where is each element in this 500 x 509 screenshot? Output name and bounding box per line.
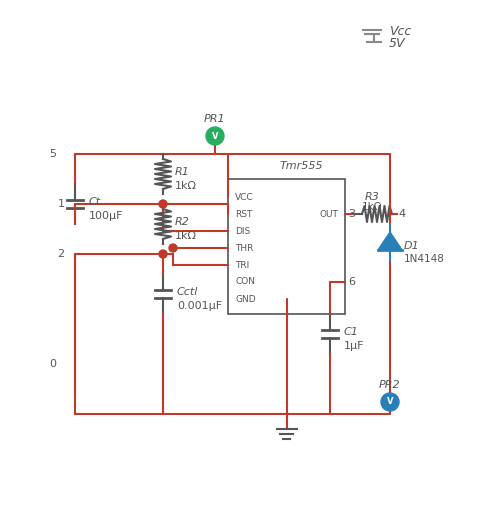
Text: CON: CON bbox=[235, 277, 255, 287]
Text: GND: GND bbox=[235, 295, 256, 303]
Text: DIS: DIS bbox=[235, 227, 250, 236]
Text: 1μF: 1μF bbox=[344, 341, 364, 351]
Circle shape bbox=[159, 200, 167, 208]
Text: 1N4148: 1N4148 bbox=[404, 254, 445, 264]
Text: 2: 2 bbox=[58, 249, 64, 259]
Text: D1: D1 bbox=[404, 241, 420, 251]
Text: PR1: PR1 bbox=[204, 114, 226, 124]
Text: V: V bbox=[387, 398, 393, 407]
Text: 5V: 5V bbox=[389, 37, 406, 49]
Text: 1: 1 bbox=[58, 199, 64, 209]
Text: VCC: VCC bbox=[235, 192, 254, 202]
Text: 1kΩ: 1kΩ bbox=[175, 231, 197, 241]
Text: 3: 3 bbox=[348, 209, 355, 219]
Circle shape bbox=[206, 127, 224, 145]
Text: 1kΩ: 1kΩ bbox=[175, 181, 197, 191]
Text: R3: R3 bbox=[364, 192, 380, 202]
Text: 0: 0 bbox=[50, 359, 56, 369]
Circle shape bbox=[169, 244, 177, 252]
Text: Ct: Ct bbox=[89, 197, 101, 207]
Text: 4: 4 bbox=[398, 209, 405, 219]
Text: THR: THR bbox=[235, 243, 254, 252]
Circle shape bbox=[159, 250, 167, 258]
Text: C1: C1 bbox=[344, 327, 359, 337]
Text: RST: RST bbox=[235, 210, 252, 218]
Circle shape bbox=[381, 393, 399, 411]
Text: PR2: PR2 bbox=[379, 380, 401, 390]
Text: 100μF: 100μF bbox=[89, 211, 124, 221]
Text: R2: R2 bbox=[175, 217, 190, 227]
Polygon shape bbox=[378, 232, 402, 250]
Text: 6: 6 bbox=[348, 277, 355, 287]
Text: Tmr555: Tmr555 bbox=[280, 161, 324, 171]
Text: TRI: TRI bbox=[235, 261, 249, 269]
FancyBboxPatch shape bbox=[228, 179, 345, 314]
Text: 5: 5 bbox=[50, 149, 56, 159]
Text: Cctl: Cctl bbox=[177, 287, 199, 297]
Text: 0.001μF: 0.001μF bbox=[177, 301, 222, 311]
Text: R1: R1 bbox=[175, 167, 190, 177]
Text: OUT: OUT bbox=[319, 210, 338, 218]
Text: V: V bbox=[212, 131, 218, 140]
Text: 1kΩ: 1kΩ bbox=[362, 202, 382, 212]
Text: Vcc: Vcc bbox=[389, 24, 411, 38]
